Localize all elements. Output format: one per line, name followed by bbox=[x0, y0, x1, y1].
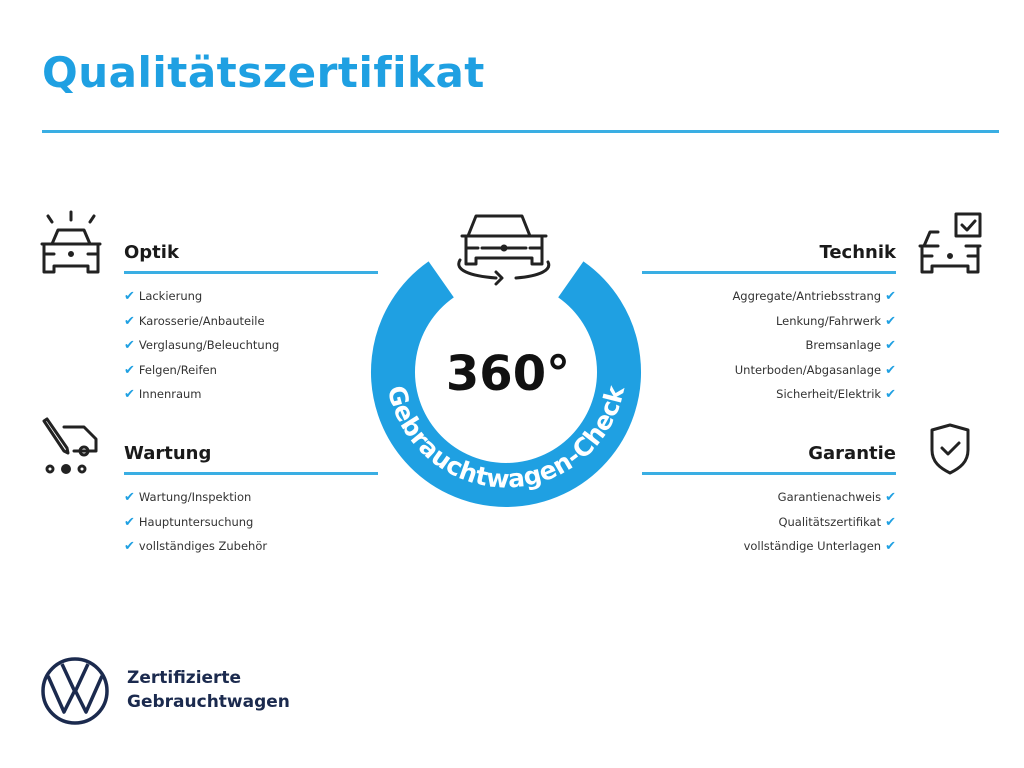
check-icon: ✔ bbox=[885, 539, 896, 554]
list-item: ✔ Hauptuntersuchung bbox=[124, 514, 254, 530]
section-optik: Optik ✔ Lackierung ✔ Karosserie/Anbauteile… bbox=[124, 240, 378, 411]
list-item: ✔ Lackierung bbox=[124, 289, 203, 304]
badge-value: 360° bbox=[446, 346, 570, 402]
check-icon: ✔ bbox=[885, 338, 896, 353]
check-icon: ✔ bbox=[885, 289, 896, 304]
service-tools-icon bbox=[42, 417, 98, 474]
check-icon: ✔ bbox=[885, 313, 896, 329]
list-item: Bremsanlage ✔ bbox=[805, 338, 897, 353]
check-icon: ✔ bbox=[124, 362, 135, 378]
list-item: Aggregate/Antriebsstrang ✔ bbox=[732, 289, 896, 304]
list-item: ✔ Innenraum bbox=[124, 387, 202, 402]
title-divider bbox=[42, 130, 999, 133]
list-item: ✔ Verglasung/Beleuchtung bbox=[124, 338, 280, 353]
page-title: Qualitätszertifikat bbox=[42, 48, 485, 97]
list-item: ✔ Wartung/Inspektion bbox=[124, 490, 252, 505]
section-divider bbox=[642, 271, 896, 274]
section-divider bbox=[124, 271, 378, 274]
check-icon: ✔ bbox=[885, 490, 896, 505]
check-icon: ✔ bbox=[124, 387, 135, 402]
brand-text: Zertifizierte Gebrauchtwagen bbox=[127, 668, 290, 712]
list-item: vollständige Unterlagen ✔ bbox=[743, 539, 896, 554]
check-icon: ✔ bbox=[885, 387, 896, 402]
list-item: Sicherheit/Elektrik ✔ bbox=[776, 387, 896, 402]
check-icon: ✔ bbox=[124, 289, 135, 304]
section-heading: Wartung bbox=[124, 443, 212, 464]
section-wartung: Wartung ✔ Wartung/Inspektion ✔ Hauptunters… bbox=[124, 441, 378, 563]
section-heading: Technik bbox=[819, 242, 896, 263]
check-icon: ✔ bbox=[885, 362, 896, 378]
section-technik: Technik Aggregate/Antriebsstrang ✔ Lenkun… bbox=[642, 240, 896, 411]
car-rotate-icon bbox=[457, 214, 551, 286]
car-checklist-icon bbox=[918, 212, 982, 274]
list-item: ✔ Karosserie/Anbauteile bbox=[124, 313, 265, 329]
car-lights-icon bbox=[40, 210, 102, 274]
section-divider bbox=[642, 472, 896, 475]
list-item: ✔ Felgen/Reifen bbox=[124, 362, 217, 378]
check-icon: ✔ bbox=[124, 539, 135, 554]
section-heading: Garantie bbox=[808, 443, 896, 464]
vw-logo bbox=[41, 657, 109, 725]
list-item: Qualitätszertifikat ✔ bbox=[778, 514, 896, 530]
section-garantie: Garantie Garantienachweis ✔ Qualitätszert… bbox=[642, 441, 896, 563]
section-heading: Optik bbox=[124, 242, 179, 263]
check-icon: ✔ bbox=[124, 313, 135, 329]
list-item: Lenkung/Fahrwerk ✔ bbox=[775, 313, 896, 329]
check-icon: ✔ bbox=[124, 490, 135, 505]
list-item: Garantienachweis ✔ bbox=[777, 490, 896, 505]
list-item: Unterboden/Abgasanlage ✔ bbox=[734, 362, 896, 378]
section-divider bbox=[124, 472, 378, 475]
check-icon: ✔ bbox=[124, 514, 135, 530]
list-item: ✔ vollständiges Zubehör bbox=[124, 539, 268, 554]
check-icon: ✔ bbox=[885, 514, 896, 530]
badge-ring bbox=[371, 261, 641, 507]
shield-check-icon bbox=[930, 423, 970, 475]
check-icon: ✔ bbox=[124, 338, 135, 353]
